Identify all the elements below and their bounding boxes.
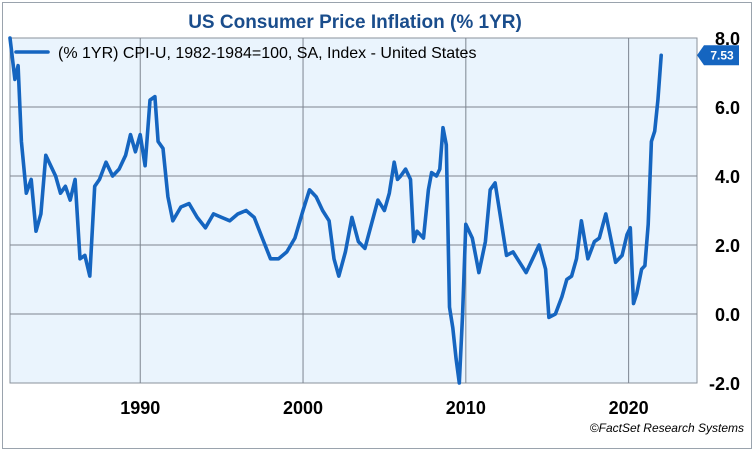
legend: (% 1YR) CPI-U, 1982-1984=100, SA, Index … [14, 45, 476, 62]
y-tick-label: 0.0 [715, 305, 740, 325]
chart-frame [2, 2, 752, 449]
x-tick-label: 1990 [120, 398, 160, 418]
chart-title: US Consumer Price Inflation (% 1YR) [188, 12, 522, 33]
cpi-series-line [8, 36, 664, 385]
x-tick-label: 2010 [446, 398, 486, 418]
x-tick-label: 2000 [283, 398, 323, 418]
grid-lines [10, 38, 697, 383]
x-tick-label: 2020 [609, 398, 649, 418]
y-tick-label: 8.0 [715, 29, 740, 49]
last-value-label: 7.53 [710, 48, 734, 62]
source-credit: ©FactSet Research Systems [590, 421, 744, 435]
y-tick-label: 2.0 [715, 236, 740, 256]
y-tick-label: 6.0 [715, 98, 740, 118]
y-tick-label: -2.0 [709, 374, 740, 394]
y-axis-ticks: -2.0 0.0 2.0 4.0 6.0 8.0 [709, 29, 740, 394]
last-value-badge: 7.53 [697, 45, 739, 66]
plot-area [9, 37, 698, 384]
y-tick-label: 4.0 [715, 167, 740, 187]
x-axis-ticks: 1990 2000 2010 2020 [120, 398, 648, 418]
legend-label: (% 1YR) CPI-U, 1982-1984=100, SA, Index … [58, 45, 476, 62]
last-value-badge-shape [697, 45, 739, 66]
